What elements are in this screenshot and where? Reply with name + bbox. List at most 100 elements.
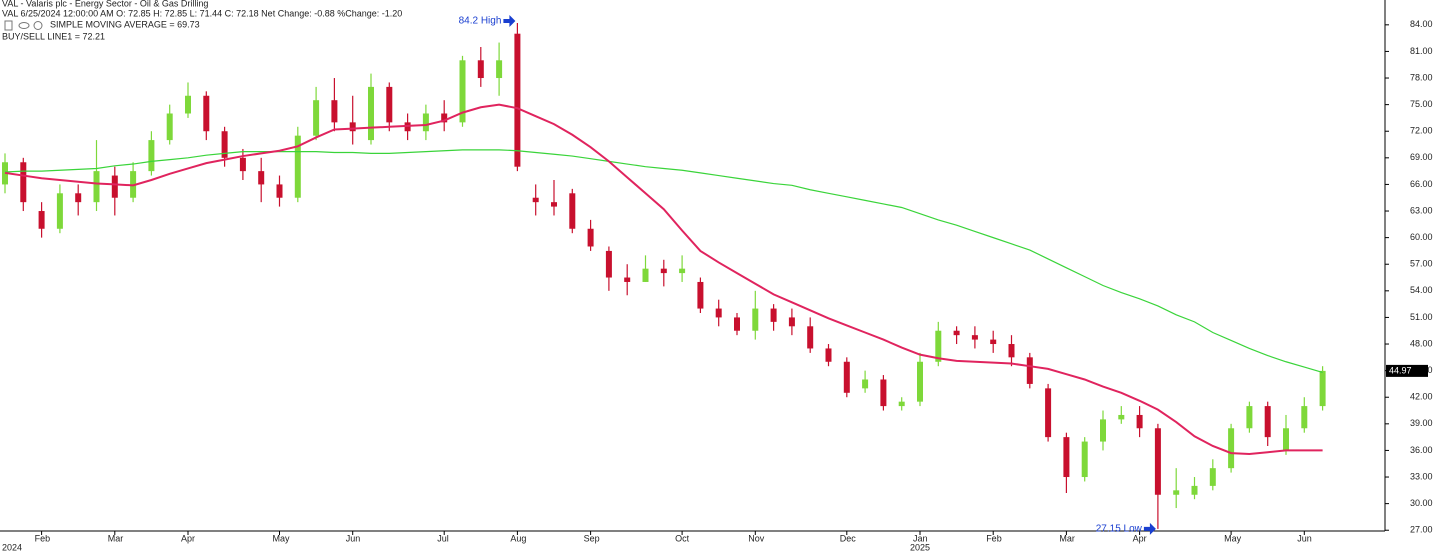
candle-body xyxy=(953,330,960,336)
candle-body xyxy=(569,193,576,229)
candle-body xyxy=(807,326,814,349)
candle-body xyxy=(459,60,466,123)
candle-body xyxy=(20,162,27,203)
candle-body xyxy=(1118,414,1125,420)
candle-body xyxy=(898,401,905,407)
candle-body xyxy=(734,317,740,331)
legend-sma: SIMPLE MOVING AVERAGE = 69.73 xyxy=(50,19,200,29)
y-tick-label: 36.00 xyxy=(1410,445,1433,455)
candle-body xyxy=(971,335,978,340)
x-tick-label: Jan xyxy=(913,533,928,543)
y-tick-label: 57.00 xyxy=(1410,259,1433,269)
candle-body xyxy=(477,60,484,79)
candle-body xyxy=(843,361,850,393)
candle-body xyxy=(496,60,503,79)
x-tick-label: May xyxy=(273,533,291,543)
x-tick-label: Jul xyxy=(437,533,449,543)
x-tick-label: Jun xyxy=(1297,533,1312,543)
x-tick-label: May xyxy=(1224,533,1242,543)
candle-body xyxy=(1081,441,1088,478)
x-tick-label: Mar xyxy=(108,533,124,543)
y-tick-label: 63.00 xyxy=(1410,205,1433,215)
candle-body xyxy=(93,171,100,203)
candle-body xyxy=(422,113,429,132)
candle-body xyxy=(441,113,448,123)
x-tick-label: Oct xyxy=(675,533,690,543)
candle-body xyxy=(294,135,301,198)
chart-title: VAL - Valaris plc - Energy Sector - Oil … xyxy=(2,0,208,8)
candle-body xyxy=(1154,428,1161,495)
last-price-tag xyxy=(1386,364,1428,377)
candle-body xyxy=(1319,370,1326,407)
candle-body xyxy=(38,211,45,229)
candle-body xyxy=(221,131,228,158)
x-tick-label: Aug xyxy=(510,533,526,543)
y-tick-label: 27.00 xyxy=(1410,525,1433,535)
candle-body xyxy=(660,268,667,274)
hide-icon[interactable] xyxy=(18,22,30,29)
year-label: 2024 xyxy=(2,542,22,552)
candle-body xyxy=(532,197,539,203)
candle-body xyxy=(862,379,869,389)
candle-body xyxy=(715,308,722,318)
last-price-label: 44.97 xyxy=(1389,365,1412,375)
delete-icon[interactable] xyxy=(4,20,13,31)
annotation-arrow xyxy=(1143,522,1156,535)
candle-body xyxy=(1026,357,1033,384)
candle-body xyxy=(1264,406,1271,438)
candle-body xyxy=(752,308,759,331)
candle-body xyxy=(679,268,686,274)
candle-body xyxy=(1228,428,1235,469)
moving-average-line xyxy=(4,103,1323,455)
settings-icon[interactable] xyxy=(33,21,43,30)
y-tick-label: 81.00 xyxy=(1410,46,1433,56)
x-tick-label: Apr xyxy=(181,533,195,543)
annotation-label: 27.15 Low xyxy=(1096,524,1143,535)
candle-body xyxy=(605,250,612,278)
candle-body xyxy=(1301,406,1308,429)
candle-body xyxy=(258,171,265,185)
x-tick-label: Sep xyxy=(584,533,600,543)
candle-body xyxy=(642,268,649,282)
candle-body xyxy=(75,193,82,203)
candle-body xyxy=(148,140,155,172)
legend-buy-sell: BUY/SELL LINE1 = 72.21 xyxy=(2,31,105,41)
candle-body xyxy=(1063,437,1070,478)
x-tick-label: Jun xyxy=(346,533,361,543)
candle-body xyxy=(313,100,320,136)
quote-info: VAL 6/25/2024 12:00:00 AM O: 72.85 H: 72… xyxy=(2,8,402,18)
candle-body xyxy=(349,122,356,132)
candle-body xyxy=(1246,406,1253,429)
candle-body xyxy=(276,184,283,198)
candle-body xyxy=(935,330,942,362)
candle-body xyxy=(788,317,795,327)
y-tick-label: 39.00 xyxy=(1410,418,1433,428)
candle-body xyxy=(56,193,63,229)
candle-body xyxy=(1283,428,1289,451)
candle-body xyxy=(624,277,631,282)
candle-body xyxy=(368,86,374,141)
y-tick-label: 42.00 xyxy=(1410,392,1433,402)
x-tick-label: Mar xyxy=(1059,533,1075,543)
candle-body xyxy=(1191,485,1198,495)
x-tick-label: Dec xyxy=(840,533,857,543)
y-tick-label: 72.00 xyxy=(1410,126,1433,136)
y-tick-label: 75.00 xyxy=(1410,99,1433,109)
x-tick-label: Feb xyxy=(986,533,1002,543)
candle-body xyxy=(185,95,191,114)
candle-body xyxy=(587,228,594,247)
x-tick-label: Nov xyxy=(748,533,765,543)
candle-body xyxy=(239,157,246,172)
candle-body xyxy=(331,100,338,123)
toolbar-icons[interactable] xyxy=(4,20,43,31)
candle-body xyxy=(770,308,777,322)
candle-body xyxy=(551,202,557,207)
candle-body xyxy=(917,361,923,402)
candle-body xyxy=(1008,344,1015,358)
candle-body xyxy=(1045,388,1052,438)
x-tick-label: Apr xyxy=(1133,533,1147,543)
candle-body xyxy=(514,33,521,167)
y-tick-label: 69.00 xyxy=(1410,152,1433,162)
y-tick-label: 54.00 xyxy=(1410,285,1433,295)
